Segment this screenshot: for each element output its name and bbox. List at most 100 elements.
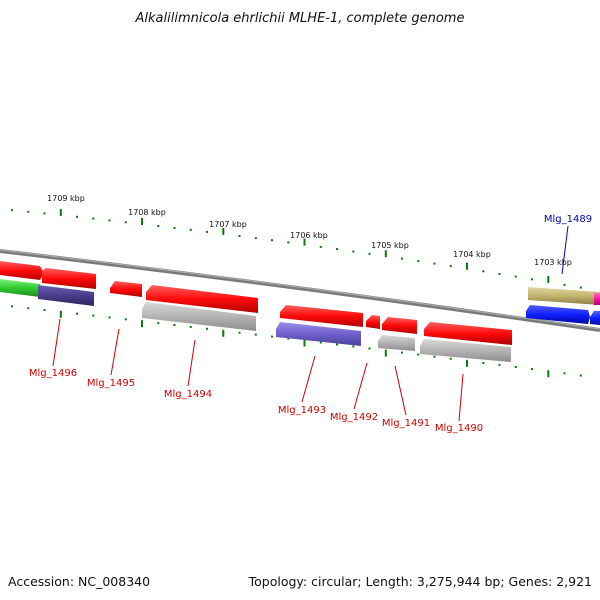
outer-major-tick	[141, 218, 143, 226]
inner-major-tick	[141, 320, 143, 328]
scale-label-1708: 1708 kbp	[128, 208, 166, 217]
outer-minor-tick	[157, 225, 160, 227]
outer-minor-tick	[433, 262, 436, 265]
inner-major-tick	[59, 310, 62, 318]
inner-minor-tick	[401, 351, 403, 354]
outer-major-tick	[303, 238, 306, 246]
outer-major-tick	[466, 262, 468, 270]
outer-minor-tick	[563, 283, 566, 286]
leader-mlg-1491	[394, 365, 407, 416]
leader-mlg-1489	[561, 225, 569, 275]
inner-minor-tick	[27, 307, 30, 310]
inner-tick-track	[11, 305, 582, 378]
inner-minor-tick	[108, 316, 111, 319]
gene-green[interactable]	[0, 279, 40, 297]
inner-minor-tick	[433, 355, 436, 358]
inner-major-tick	[547, 370, 550, 378]
inner-minor-tick	[449, 357, 452, 360]
inner-minor-tick	[319, 341, 322, 344]
scale-label-1709: 1709 kbp	[47, 194, 85, 203]
label-mlg-1492[interactable]: Mlg_1492	[330, 412, 378, 423]
outer-tick-track	[11, 209, 582, 289]
label-mlg-1490[interactable]: Mlg_1490	[435, 423, 483, 434]
gene-mlg-1489[interactable]	[528, 287, 600, 305]
inner-minor-tick	[531, 368, 533, 371]
inner-minor-tick	[563, 372, 566, 375]
gene-mlg-1496[interactable]	[0, 261, 44, 280]
outer-minor-tick	[368, 252, 371, 255]
inner-minor-tick	[238, 331, 241, 334]
outer-minor-tick	[124, 221, 127, 224]
label-mlg-1496[interactable]: Mlg_1496	[29, 368, 77, 379]
outer-minor-tick	[417, 260, 420, 263]
genome-title: Alkalilimnicola ehrlichii MLHE-1, comple…	[135, 11, 465, 26]
label-mlg-1489[interactable]: Mlg_1489	[544, 214, 592, 225]
gene-mlg-1491[interactable]	[382, 317, 417, 334]
gene-labels: Mlg_1496 Mlg_1495 Mlg_1494 Mlg_1493 Mlg_…	[29, 214, 592, 434]
inner-minor-tick	[157, 322, 160, 325]
gene-mlg-1492[interactable]	[366, 315, 380, 329]
outer-minor-tick	[238, 235, 241, 237]
gene-purple-1493[interactable]	[276, 322, 361, 346]
gene-mlg-1493[interactable]	[280, 305, 363, 327]
label-mlg-1491[interactable]: Mlg_1491	[382, 418, 430, 429]
accession-text: Accession: NC_008340	[8, 574, 150, 589]
leader-mlg-1496	[52, 318, 61, 367]
outer-minor-tick	[287, 241, 290, 244]
leader-mlg-1494	[187, 339, 196, 387]
outer-minor-tick	[43, 212, 46, 215]
label-mlg-1494[interactable]: Mlg_1494	[164, 389, 212, 400]
gene-blue[interactable]	[526, 305, 590, 324]
gene-grey-1490[interactable]	[420, 339, 511, 362]
gene-red-small-1[interactable]	[110, 281, 142, 297]
outer-minor-tick	[449, 265, 452, 268]
gene-magenta[interactable]	[594, 293, 600, 305]
outer-minor-tick	[401, 257, 403, 260]
gene-mlg-1495-partial[interactable]	[42, 268, 96, 289]
gene-mlg-1494[interactable]	[146, 285, 258, 313]
outer-minor-tick	[173, 226, 176, 229]
inner-minor-tick	[189, 325, 192, 328]
inner-major-tick	[222, 329, 225, 337]
leader-mlg-1493	[301, 355, 316, 403]
inner-minor-tick	[124, 318, 127, 321]
outer-minor-tick	[27, 210, 30, 213]
gene-grey-1494[interactable]	[142, 302, 256, 331]
scale-label-1703: 1703 kbp	[534, 258, 572, 267]
outer-major-tick	[547, 276, 550, 283]
inner-major-tick	[303, 339, 306, 347]
forward-strand-genes	[0, 261, 600, 345]
inner-minor-tick	[173, 324, 176, 326]
outer-minor-tick	[531, 278, 533, 281]
label-mlg-1495[interactable]: Mlg_1495	[87, 378, 135, 389]
inner-minor-tick	[498, 363, 501, 366]
outer-minor-tick	[271, 239, 273, 242]
inner-minor-tick	[43, 309, 46, 311]
genome-backbone	[0, 249, 600, 332]
scale-label-1706: 1706 kbp	[290, 231, 328, 240]
label-mlg-1493[interactable]: Mlg_1493	[278, 405, 326, 416]
gene-mlg-1490[interactable]	[424, 322, 512, 345]
outer-minor-tick	[76, 215, 78, 218]
inner-minor-tick	[368, 347, 371, 350]
inner-minor-tick	[11, 305, 13, 308]
leader-mlg-1492	[353, 362, 368, 410]
outer-minor-tick	[579, 286, 582, 289]
outer-major-tick	[384, 250, 387, 258]
outer-minor-tick	[514, 275, 517, 278]
gene-dark-purple[interactable]	[38, 285, 94, 306]
outer-minor-tick	[254, 237, 257, 240]
outer-major-tick	[59, 209, 62, 217]
scale-label-1707: 1707 kbp	[209, 220, 247, 229]
gene-grey-1491[interactable]	[378, 335, 415, 351]
inner-major-tick	[384, 349, 387, 357]
outer-minor-tick	[108, 219, 111, 222]
outer-minor-tick	[92, 217, 95, 220]
gene-blue-2[interactable]	[590, 311, 600, 325]
leader-mlg-1495	[110, 328, 120, 376]
reverse-strand-genes	[0, 279, 600, 362]
inner-minor-tick	[271, 335, 273, 338]
inner-minor-tick	[287, 337, 290, 340]
inner-major-tick	[466, 359, 468, 367]
inner-minor-tick	[254, 333, 257, 336]
